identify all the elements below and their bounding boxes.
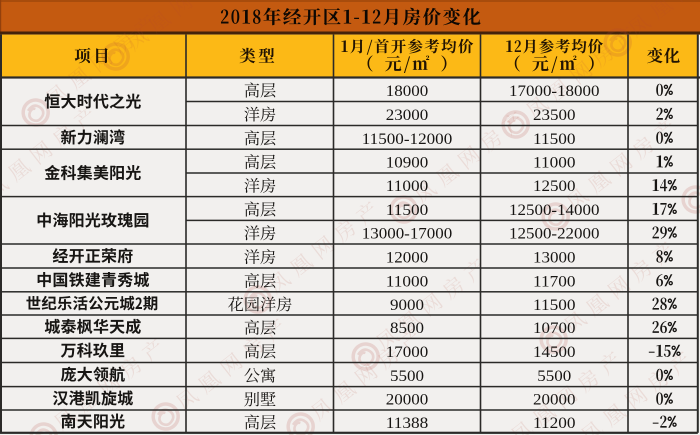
svg-text:11500-12000: 11500-12000 [362,131,453,148]
svg-text:5500: 5500 [537,368,571,385]
svg-text:8500: 8500 [390,320,424,337]
svg-text:11000: 11000 [386,178,429,195]
svg-text:11500: 11500 [386,202,429,219]
svg-text:14500: 14500 [533,344,576,361]
svg-text:13000: 13000 [533,249,576,266]
svg-text:12000: 12000 [386,249,429,266]
svg-text:18000: 18000 [386,83,429,100]
svg-text:11500: 11500 [533,297,576,314]
svg-text:11000: 11000 [533,155,576,172]
svg-text:12500-14000: 12500-14000 [509,202,600,219]
svg-text:23500: 23500 [533,107,576,124]
svg-text:23000: 23000 [386,107,429,124]
svg-text:9000: 9000 [390,297,424,314]
svg-text:10700: 10700 [533,320,576,337]
svg-text:17000: 17000 [386,344,429,361]
svg-text:11000: 11000 [386,273,429,290]
svg-text:11700: 11700 [533,273,576,290]
svg-text:5500: 5500 [390,368,424,385]
svg-text:12500: 12500 [533,178,576,195]
svg-text:13000-17000: 13000-17000 [362,226,453,243]
svg-text:20000: 20000 [386,392,429,409]
svg-text:10900: 10900 [386,155,429,172]
svg-text:17000-18000: 17000-18000 [509,83,600,100]
svg-text:11500: 11500 [533,131,576,148]
svg-text:11200: 11200 [533,415,576,432]
svg-text:11388: 11388 [386,415,429,432]
svg-text:12500-22000: 12500-22000 [509,226,600,243]
svg-text:20000: 20000 [533,392,576,409]
